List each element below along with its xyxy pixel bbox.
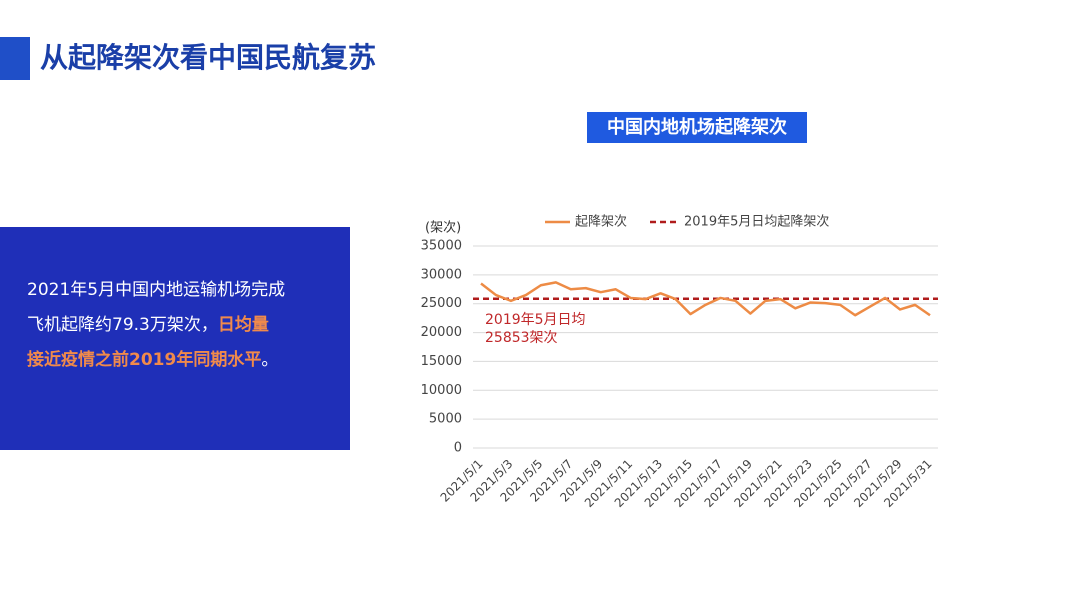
legend-label: 2019年5月日均起降架次 [684, 214, 829, 230]
y-tick-label: 35000 [421, 239, 462, 254]
summary-line: 2021年5月中国内地运输机场完成 [27, 280, 285, 300]
title-accent [0, 37, 30, 80]
chart-title: 中国内地机场起降架次 [607, 116, 787, 138]
summary-panel [0, 227, 350, 450]
y-tick-label: 0 [454, 441, 462, 456]
summary-text: 2021年5月中国内地运输机场完成飞机起降约79.3万架次，日均量接近疫情之前2… [27, 280, 285, 370]
body-text: 飞机起降约79.3万架次， [27, 315, 218, 335]
legend-label: 起降架次 [575, 214, 627, 230]
highlight-text: 日均量 [218, 314, 269, 335]
annotation: 25853架次 [485, 330, 558, 346]
slide-title: 从起降架次看中国民航复苏 [40, 41, 376, 74]
chart-title-box [587, 112, 807, 143]
y-tick-label: 10000 [421, 383, 462, 398]
y-axis-label: (架次) [425, 220, 461, 236]
y-tick-label: 15000 [421, 354, 462, 369]
chart: 050001000015000200002500030000350002021/… [421, 214, 938, 510]
y-tick-label: 20000 [421, 325, 462, 340]
summary-line: 接近疫情之前2019年同期水平。 [27, 349, 278, 370]
annotation: 2019年5月日均 [485, 312, 586, 328]
y-tick-label: 30000 [421, 267, 462, 282]
summary-line: 飞机起降约79.3万架次，日均量 [27, 314, 269, 335]
body-text: 2021年5月中国内地运输机场完成 [27, 280, 285, 300]
body-text: 。 [261, 350, 278, 370]
y-tick-label: 5000 [429, 412, 462, 427]
series-line [480, 281, 931, 317]
highlight-text: 接近疫情之前2019年同期水平 [27, 349, 261, 370]
y-tick-label: 25000 [421, 296, 462, 311]
